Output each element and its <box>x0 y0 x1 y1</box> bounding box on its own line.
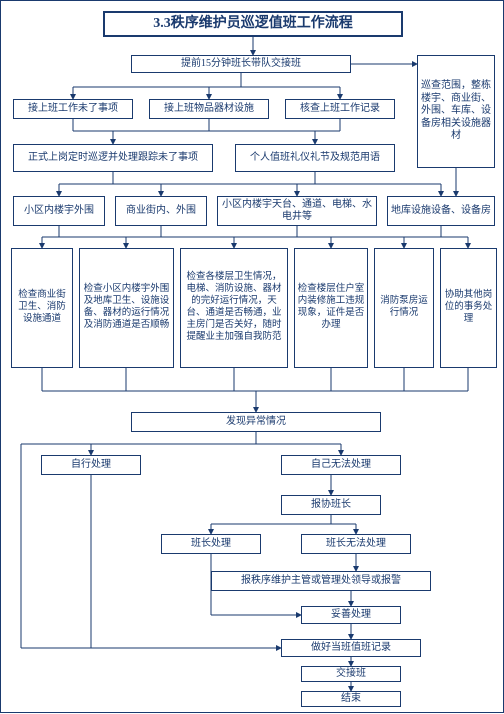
node-self-handle: 自行处理 <box>41 455 141 475</box>
node-etiquette: 个人值班礼仪礼节及规范用语 <box>235 144 395 172</box>
node-area-b: 商业街内、外围 <box>115 196 207 226</box>
node-leader-cannot: 班长无法处理 <box>301 534 411 554</box>
node-leader-handle: 班长处理 <box>161 534 261 554</box>
node-check-e: 消防泵房运行情况 <box>374 248 434 368</box>
flowchart-page: 3.3秩序维护员巡逻值班工作流程 提前15分钟班长带队交接班 巡查范围，整栋楼宇… <box>0 0 504 713</box>
node-check-d: 检查楼层住户室内装修施工违规现象，证件是否办理 <box>294 248 368 368</box>
node-anomaly: 发现异常情况 <box>131 412 381 432</box>
node-area-c: 小区内楼宇天台、通道、电梯、水电井等 <box>217 196 377 226</box>
flow-title: 3.3秩序维护员巡逻值班工作流程 <box>103 11 403 37</box>
node-report-leader: 报协班长 <box>281 495 381 515</box>
node-patrol-scope: 巡查范围，整栋楼宇、商业街、外围、车库、设备房相关设施器材 <box>417 55 495 168</box>
node-prev-record: 核查上班工作记录 <box>285 99 395 119</box>
node-prev-equip: 接上班物品器材设施 <box>149 99 269 119</box>
node-pre-shift: 提前15分钟班长带队交接班 <box>131 55 351 73</box>
node-record: 做好当班值班记录 <box>281 639 421 657</box>
node-prev-tasks: 接上班工作未了事项 <box>13 99 133 119</box>
node-on-duty: 正式上岗定时巡逻并处理跟踪未了事项 <box>13 144 213 172</box>
node-end: 结束 <box>301 691 401 707</box>
node-area-d: 地库设施设备、设备房 <box>387 196 495 226</box>
node-check-f: 协助其他岗位的事务处理 <box>440 248 497 368</box>
node-check-a: 检查商业街卫生、消防设施通道 <box>11 248 73 368</box>
node-handover: 交接班 <box>301 666 401 682</box>
node-check-c: 检查各楼层卫生情况，电梯、消防设施、器材的完好运行情况，天台、通道是否畅通，业主… <box>180 248 288 368</box>
node-cannot-handle: 自己无法处理 <box>281 455 401 475</box>
node-proper: 妥善处理 <box>301 606 401 624</box>
node-area-a: 小区内楼宇外围 <box>13 196 105 226</box>
node-check-b: 检查小区内楼宇外围及地库卫生、设施设备、器材的运行情况及消防通道是否顺畅 <box>79 248 174 368</box>
node-escalate: 报秩序维护主管或管理处领导或报警 <box>211 571 431 591</box>
